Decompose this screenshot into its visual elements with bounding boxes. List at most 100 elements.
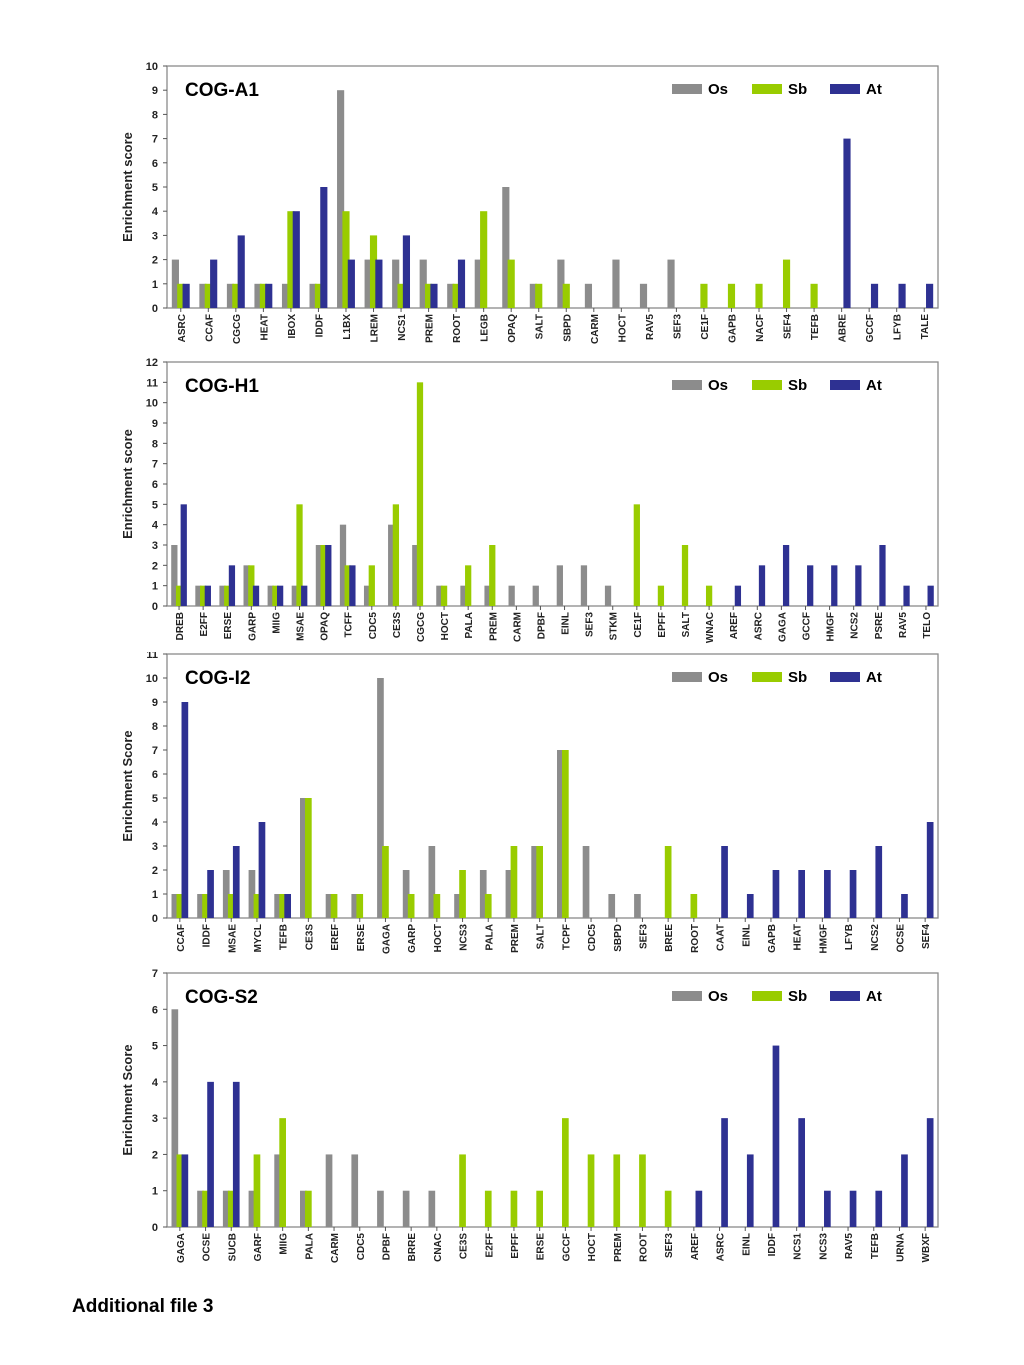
legend-label-os: Os [708,377,728,394]
bar-os-einl [556,565,563,606]
x-tick-label-iddf: IDDF [202,924,213,947]
legend-swatch-os [672,380,702,390]
x-tick-label-cdc5: CDC5 [368,612,379,640]
bar-os-msae [291,585,298,606]
x-tick-label-cgcg: CGCG [416,612,427,642]
bar-sb-sef3 [664,1190,672,1227]
bar-os-sbpd [608,894,616,918]
y-tick-label: 7 [152,134,158,146]
bar-os-dpbf [377,1190,384,1227]
bar-at-l1bx [347,259,355,308]
x-tick-label-iddf: IDDF [767,1233,778,1256]
bar-sb-erse [356,894,364,918]
chart-panel-cog-s2: 0 1 2 3 4 5 6 7 Enrichment Score COG-S2 Os Sb At GAGA… [120,968,939,1263]
x-tick-label-lrem: LREM [370,314,381,342]
y-tick-label: 1 [152,581,158,593]
x-tick-label-ncs3: NCS3 [818,1233,829,1260]
x-tick-label-hmgf: HMGF [818,924,829,953]
bar-sb-ibox [287,211,295,308]
bar-os-dreb [171,545,178,606]
x-tick-label-rav5: RAV5 [645,314,656,340]
bar-sb-garp [248,565,255,606]
x-tick-label-ncs1: NCS1 [397,314,408,341]
bar-sb-root [639,1154,646,1227]
bar-sb-tcff [344,565,351,606]
x-tick-label-asrc: ASRC [177,314,188,342]
bar-sb-l1bx [342,211,350,308]
bar-sb-msae [296,504,303,606]
bar-os-carm [508,585,515,606]
bar-os-ccaf [199,283,207,308]
x-tick-label-nacf: NACF [755,314,766,342]
bar-at-mycl [258,822,266,918]
plot-frame [166,65,939,309]
bar-at-aref [734,585,742,606]
x-tick-label-ce3s: CE3S [459,1233,470,1259]
x-tick-label-pala: PALA [464,612,475,638]
y-tick-label: 5 [152,1041,158,1053]
x-tick-label-carm: CARM [330,1233,341,1263]
bar-sb-gapb [727,283,736,308]
bar-at-ncs1 [798,1118,806,1227]
x-tick-label-cdc5: CDC5 [356,1233,367,1261]
bar-at-gapb [772,870,780,918]
bar-at-tcff [349,565,356,606]
bar-sb-ce3s [392,504,400,606]
bar-at-ncs1 [402,235,411,308]
legend-label-sb: Sb [788,377,807,394]
bar-os-lrem [364,259,372,308]
bar-sb-nacf [755,283,763,308]
bar-sb-e2ff [200,585,207,606]
bar-sb-erse [224,585,231,606]
chart-panel-cog-a1: 0 1 2 3 4 5 6 7 8 9 10 Enrichment score COG-A1 Os Sb At… [120,61,939,344]
x-tick-label-sbpd: SBPD [562,314,573,342]
bar-sb-bree [664,846,672,918]
y-tick-label: 1 [152,1186,158,1198]
bar-os-opaq [315,545,323,606]
bar-at-ccaf [181,702,189,918]
y-tick-label: 3 [152,230,158,242]
bar-at-iddf [320,187,328,308]
bar-os-heat [254,283,262,308]
y-tick-label: 11 [146,652,158,661]
bar-at-hmgf [831,565,838,606]
x-tick-label-cnac: CNAC [433,1233,444,1262]
y-tick-label: 0 [152,913,158,925]
bar-sb-iddf [314,283,323,308]
legend-swatch-sb [752,84,782,94]
x-tick-label-tefb: TEFB [810,314,821,340]
bar-sb-prem [510,846,518,918]
bar-sb-eref [330,894,338,918]
bar-os-carm [584,283,593,308]
bar-at-rav5 [903,585,910,606]
x-tick-label-pala: PALA [484,924,495,950]
x-tick-label-prem: PREM [510,924,521,953]
y-tick-label: 9 [152,418,158,430]
bar-sb-prem [489,545,496,606]
bar-os-gaga [377,678,384,918]
x-tick-label-sef4: SEF4 [921,924,932,949]
bar-at-caat [721,846,728,918]
bar-sb-pala [305,1190,312,1227]
x-tick-label-asrc: ASRC [753,612,764,640]
chart-panel-cog-i2: 0 1 2 3 4 5 6 7 8 9 10 11 Enrichment Score COG-I2 Os Sb… [120,652,939,954]
bar-at-prem [430,283,438,308]
x-tick-label-gapb: GAPB [767,924,778,953]
bar-at-lrem [375,259,383,308]
x-tick-label-stkm: STKM [609,612,620,640]
x-tick-label-ce3s: CE3S [392,612,403,638]
bar-at-opaq [325,545,332,606]
x-tick-label-tcff: TCFF [344,612,355,638]
legend-swatch-at [830,380,860,390]
chart-title: COG-A1 [185,80,259,101]
bar-sb-iddf [202,894,209,918]
x-tick-label-hoct: HOCT [440,612,451,640]
bar-os-legb [474,259,482,308]
bar-os-hoct [428,846,436,918]
bar-sb-epff [510,1190,518,1227]
x-tick-label-aref: AREF [690,1233,701,1260]
bar-os-iddf [309,283,317,308]
bar-at-asrc [721,1118,728,1227]
bar-os-sef3 [667,259,675,308]
y-tick-label: 3 [152,540,158,552]
